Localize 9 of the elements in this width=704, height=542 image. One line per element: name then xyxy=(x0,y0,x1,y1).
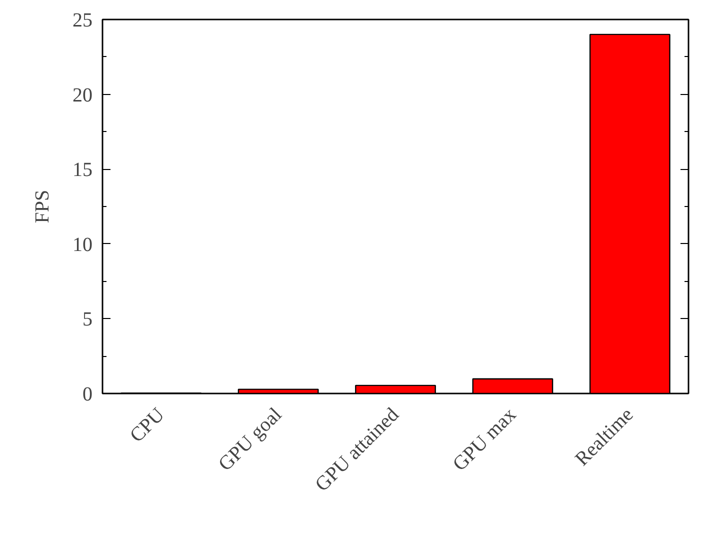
y-tick-label: 20 xyxy=(72,84,92,106)
y-tick-label: 15 xyxy=(72,159,92,182)
y-tick-label: 5 xyxy=(82,308,92,331)
x-tick-label: GPU max xyxy=(448,404,520,476)
x-tick-label: CPU xyxy=(126,403,170,447)
y-tick-label: 25 xyxy=(72,10,92,32)
y-tick-label: 0 xyxy=(82,384,92,406)
y-axis-title: FPS xyxy=(32,190,54,224)
y-tick-label: 10 xyxy=(72,234,92,256)
